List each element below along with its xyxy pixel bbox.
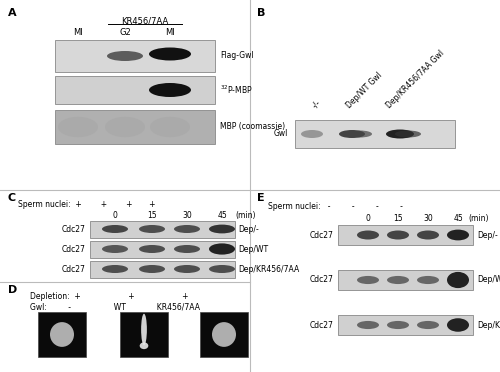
- Ellipse shape: [348, 131, 372, 138]
- Ellipse shape: [50, 322, 74, 347]
- Text: Dep/KR456/7AA: Dep/KR456/7AA: [238, 264, 299, 273]
- Ellipse shape: [102, 245, 128, 253]
- Text: Dep/WT: Dep/WT: [238, 244, 268, 253]
- Text: Dep/WT: Dep/WT: [477, 276, 500, 285]
- Ellipse shape: [357, 276, 379, 284]
- Ellipse shape: [174, 225, 200, 233]
- Text: Cdc27: Cdc27: [62, 224, 86, 234]
- Text: 0: 0: [112, 211, 117, 220]
- Ellipse shape: [58, 117, 98, 137]
- Bar: [90, 221, 235, 238]
- Ellipse shape: [209, 243, 235, 254]
- Ellipse shape: [149, 83, 191, 97]
- Text: Dep/-: Dep/-: [238, 224, 259, 234]
- Text: Cdc27: Cdc27: [309, 276, 333, 285]
- Text: G2: G2: [119, 28, 131, 37]
- Text: Sperm nuclei:  +        +        +       +: Sperm nuclei: + + + +: [18, 200, 156, 209]
- Text: C: C: [8, 193, 16, 203]
- Ellipse shape: [387, 231, 409, 240]
- Text: (min): (min): [235, 211, 256, 220]
- Ellipse shape: [387, 321, 409, 329]
- Ellipse shape: [357, 321, 379, 329]
- Ellipse shape: [417, 231, 439, 240]
- Ellipse shape: [447, 318, 469, 332]
- Ellipse shape: [417, 321, 439, 329]
- Ellipse shape: [447, 272, 469, 288]
- Text: MBP (coomassie): MBP (coomassie): [220, 122, 285, 131]
- Bar: [120, 312, 168, 357]
- Ellipse shape: [386, 129, 414, 138]
- Bar: [338, 270, 473, 290]
- Text: Cdc27: Cdc27: [62, 244, 86, 253]
- Ellipse shape: [339, 130, 365, 138]
- Text: Depletion:  +                    +                    +: Depletion: + + +: [30, 292, 188, 301]
- Ellipse shape: [395, 131, 421, 138]
- Ellipse shape: [139, 225, 165, 233]
- Text: 0: 0: [366, 214, 370, 223]
- Ellipse shape: [301, 130, 323, 138]
- Ellipse shape: [387, 276, 409, 284]
- Text: -/-: -/-: [310, 98, 322, 110]
- Text: E: E: [257, 193, 264, 203]
- Ellipse shape: [209, 265, 235, 273]
- Ellipse shape: [447, 230, 469, 240]
- Ellipse shape: [417, 276, 439, 284]
- Text: Dep/KR456/7AA: Dep/KR456/7AA: [477, 321, 500, 330]
- Ellipse shape: [141, 314, 147, 345]
- Bar: [55, 40, 215, 72]
- Ellipse shape: [139, 245, 165, 253]
- Text: 30: 30: [423, 214, 433, 223]
- Text: (min): (min): [468, 214, 488, 223]
- Ellipse shape: [209, 225, 235, 233]
- Ellipse shape: [107, 51, 143, 61]
- Text: Gwl: Gwl: [274, 129, 288, 138]
- Bar: [200, 312, 248, 357]
- Text: Cdc27: Cdc27: [62, 264, 86, 273]
- Bar: [338, 225, 473, 245]
- Bar: [55, 76, 215, 104]
- Text: D: D: [8, 285, 17, 295]
- Text: Dep/-: Dep/-: [477, 231, 498, 240]
- Text: 15: 15: [393, 214, 403, 223]
- Ellipse shape: [102, 225, 128, 233]
- Bar: [90, 241, 235, 258]
- Text: A: A: [8, 8, 16, 18]
- Text: MI: MI: [73, 28, 83, 37]
- Text: Cdc27: Cdc27: [309, 231, 333, 240]
- Text: 15: 15: [147, 211, 157, 220]
- Text: Sperm nuclei:   -         -         -         -: Sperm nuclei: - - - -: [268, 202, 403, 211]
- Text: Dep/KR456/7AA Gwl: Dep/KR456/7AA Gwl: [385, 48, 446, 110]
- Text: B: B: [257, 8, 266, 18]
- Text: Flag-Gwl: Flag-Gwl: [220, 51, 254, 61]
- Text: MI: MI: [165, 28, 175, 37]
- Bar: [90, 261, 235, 278]
- Ellipse shape: [174, 245, 200, 253]
- Ellipse shape: [139, 265, 165, 273]
- Ellipse shape: [140, 342, 148, 349]
- Ellipse shape: [102, 265, 128, 273]
- Text: Dep/WT Gwl: Dep/WT Gwl: [345, 70, 385, 110]
- Text: 30: 30: [182, 211, 192, 220]
- Ellipse shape: [357, 231, 379, 240]
- Bar: [55, 110, 215, 144]
- Ellipse shape: [105, 117, 145, 137]
- Ellipse shape: [174, 265, 200, 273]
- Ellipse shape: [212, 322, 236, 347]
- Text: $^{32}$P-MBP: $^{32}$P-MBP: [220, 84, 252, 96]
- Bar: [338, 315, 473, 335]
- Text: Cdc27: Cdc27: [309, 321, 333, 330]
- Text: Gwl:         -                  WT             KR456/7AA: Gwl: - WT KR456/7AA: [30, 302, 200, 311]
- Bar: [38, 312, 86, 357]
- Text: 45: 45: [453, 214, 463, 223]
- Ellipse shape: [150, 117, 190, 137]
- Text: 45: 45: [217, 211, 227, 220]
- Bar: [295, 120, 455, 148]
- Ellipse shape: [149, 48, 191, 61]
- Text: KR456/7AA: KR456/7AA: [122, 16, 168, 25]
